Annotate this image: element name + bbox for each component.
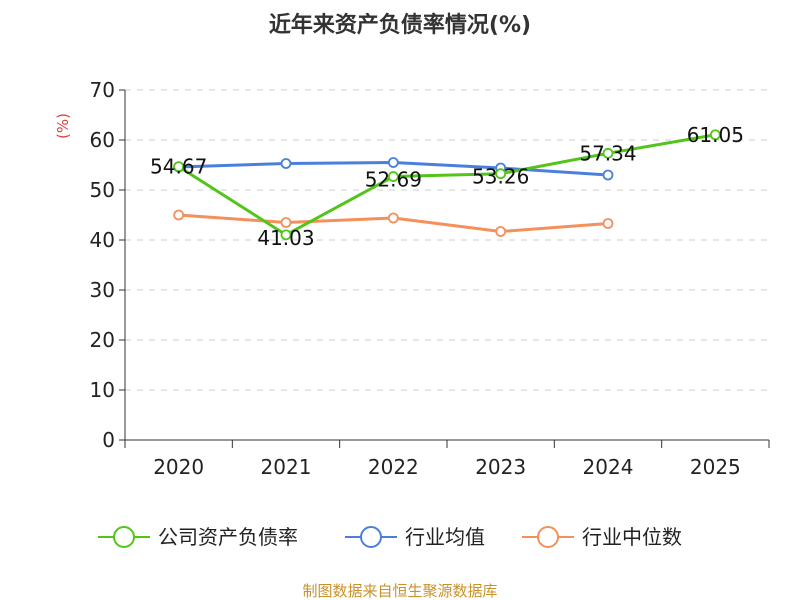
data-point [387, 212, 399, 224]
data-point [495, 226, 507, 237]
data-point [173, 209, 185, 221]
axes: 0 10 20 30 40 50 60 70 2020 2021 2022 2023 2024 2025 [90, 78, 770, 479]
y-tick-label: 30 [90, 278, 115, 302]
data-point [387, 171, 399, 182]
data-point [280, 217, 292, 228]
y-tick-label: 40 [90, 228, 115, 252]
legend-marker [113, 526, 135, 548]
x-tick-label: 2020 [153, 455, 204, 479]
legend-label: 行业均值 [405, 525, 485, 549]
data-point [495, 168, 507, 180]
data-point [602, 147, 614, 159]
series-line [177, 133, 716, 237]
y-tick-label: 10 [90, 378, 115, 402]
data-label: 61.05 [687, 123, 744, 147]
y-tick-label: 0 [102, 428, 115, 452]
legend-marker [360, 526, 382, 548]
source-note: 制图数据来自恒生聚源数据库 [302, 582, 497, 600]
data-point [280, 229, 292, 241]
data-point [602, 218, 614, 229]
legend[interactable]: 公司资产负债率 行业均值 行业中位数 [98, 525, 682, 549]
data-label: 41.03 [257, 226, 314, 250]
data-label: 57.34 [579, 141, 636, 165]
series-lines [173, 129, 721, 241]
data-point [173, 161, 185, 173]
legend-item[interactable]: 行业均值 [345, 525, 485, 549]
data-label: 52.69 [365, 168, 422, 192]
y-axis-label: (%) [54, 113, 72, 139]
data-labels: 54.67 41.03 52.69 53.26 57.34 61.05 [150, 123, 744, 250]
chart-title: 近年来资产负债率情况(%) [269, 12, 531, 38]
x-tick-label: 2021 [261, 455, 312, 479]
data-point [387, 157, 399, 168]
x-tick-label: 2023 [475, 455, 526, 479]
data-point [602, 169, 614, 181]
y-tick-label: 50 [90, 178, 115, 202]
data-label: 53.26 [472, 165, 529, 189]
y-tick-label: 20 [90, 328, 115, 352]
y-tick-label: 70 [90, 78, 115, 102]
data-point [280, 158, 292, 169]
x-tick-label: 2022 [368, 455, 419, 479]
y-tick-label: 60 [90, 128, 115, 152]
x-tick-label: 2024 [583, 455, 634, 479]
grid [125, 89, 769, 391]
data-point [709, 129, 721, 141]
legend-label: 公司资产负债率 [158, 525, 298, 549]
legend-marker [537, 526, 559, 548]
data-label: 54.67 [150, 155, 207, 179]
legend-item[interactable]: 公司资产负债率 [98, 525, 298, 549]
x-tick-label: 2025 [690, 455, 741, 479]
legend-item[interactable]: 行业中位数 [522, 525, 682, 549]
legend-label: 行业中位数 [582, 525, 682, 549]
